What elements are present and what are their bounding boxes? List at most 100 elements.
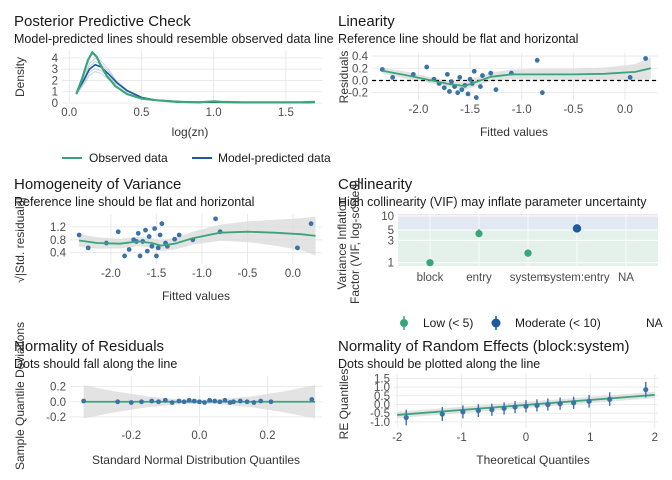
normres-ytick-label: -0.2 [46,412,66,424]
ppc-predicted-draw [75,67,315,104]
linearity-xtick-label: -0.5 [563,104,583,116]
collinearity-title: Collinearity [338,176,413,193]
normres-ytick-label: 0.2 [50,382,66,394]
normres-point [231,399,236,405]
ppc-legend-label-predicted: Model-predicted data [218,151,331,165]
normre-point [534,402,540,408]
collinearity-vif-point [426,259,434,267]
linearity-ytick-label: -0.2 [348,88,368,100]
homogeneity-subtitle: Reference line should be flat and horizo… [14,195,254,209]
linearity-ylabel: Residuals [337,51,351,104]
panel-collinearity: Collinearity High collinearity (VIF) may… [335,176,663,330]
collinearity-xtick-label: NA [618,272,634,284]
homogeneity-point [159,221,165,227]
collinearity-ytick-label: 1 [388,258,394,270]
linearity-point [441,85,447,91]
linearity-point [534,57,540,63]
linearity-point [480,73,485,78]
ppc-xlabel: log(zn) [172,125,209,139]
homogeneity-point [152,226,158,231]
homogeneity-title: Homogeneity of Variance [14,176,181,193]
linearity-ytick-label: 0.4 [352,51,369,63]
homogeneity-point [143,227,148,233]
linearity-point [467,76,473,82]
homogeneity-xtick-label: -2.0 [101,268,121,280]
linearity-point [465,91,471,97]
normre-point [403,414,409,421]
normres-ylabel: Sample Quantile Deviations [13,322,27,470]
ppc-ytick-label: 0 [52,98,58,110]
linearity-ytick-label: 0.2 [352,63,368,75]
homogeneity-point [122,253,127,259]
normre-subtitle: Dots should be plotted along the line [338,357,540,371]
linearity-point [424,64,430,70]
linearity-point [643,56,649,61]
linearity-title: Linearity [338,13,395,30]
normre-ytick-label: 0.5 [374,391,390,403]
normres-point [268,399,274,405]
collinearity-ytick-label: 5 [388,225,394,237]
ppc-xtick-label: 1.0 [206,107,222,119]
normres-subtitle: Dots should fall along the line [14,357,177,371]
normres-point [81,398,87,404]
homogeneity-point [85,245,91,251]
normres-point [169,400,175,405]
linearity-point [449,79,454,85]
normre-ytick-label: -0.5 [370,408,390,420]
homogeneity-point [126,247,132,252]
normres-point [212,398,218,404]
linearity-point [444,71,450,77]
homogeneity-point [176,232,182,238]
normres-point [181,399,187,405]
normres-point [115,399,121,405]
normre-ytick-label: 0.0 [374,399,390,411]
linearity-point [473,95,479,100]
normres-xtick-label: -0.2 [121,430,141,442]
linearity-point [459,87,465,93]
normre-point [475,407,481,414]
collinearity-vif-point [475,229,483,238]
legend-moderate-key [491,318,501,328]
collinearity-vif-point [572,224,582,233]
ppc-ylabel: Density [13,57,27,97]
homogeneity-xtick-label: -1.5 [147,268,167,280]
ppc-subtitle: Model-predicted lines should resemble ob… [14,32,334,46]
linearity-point [390,75,396,80]
normres-point [309,397,315,402]
homogeneity-xtick-label: -0.5 [237,268,257,280]
homogeneity-xlabel: Fitted values [162,289,230,303]
linearity-point [539,90,545,96]
homogeneity-point [154,253,159,259]
collinearity-legend: Low (< 5) Moderate (< 10) NA [400,316,663,330]
linearity-point [478,84,483,89]
normre-point [571,400,577,406]
linearity-xtick-label: -2.0 [409,104,429,116]
linearity-point [447,89,452,94]
normres-point [191,398,197,404]
homogeneity-ytick-label: 0.4 [50,248,67,260]
panel-homogeneity: Homogeneity of Variance Reference line s… [13,176,322,303]
homogeneity-point [115,229,121,235]
normre-ytick-label: 1.5 [374,373,390,385]
normres-point [139,399,144,405]
panel-normality-residuals: Normality of Residuals Dots should fall … [13,322,322,470]
ppc-xtick-label: 0.5 [133,107,149,119]
normres-point [186,397,192,403]
collinearity-ytick-label: 10 [381,211,394,223]
homogeneity-smooth-line [78,230,316,247]
normres-point [176,398,182,404]
homogeneity-point [144,248,150,254]
collinearity-xtick-label: system [510,272,546,284]
linearity-point [627,75,633,80]
linearity-point [493,87,499,93]
linearity-point [471,68,477,74]
linearity-ytick-label: 0.0 [352,75,368,87]
ppc-title: Posterior Predictive Check [14,13,191,30]
normres-title: Normality of Residuals [14,338,164,355]
collinearity-vif-point [524,249,532,257]
ppc-ytick-label: 3 [52,64,58,76]
linearity-xtick-label: -1.0 [512,104,532,116]
collinearity-xtick-label: block [417,272,444,284]
